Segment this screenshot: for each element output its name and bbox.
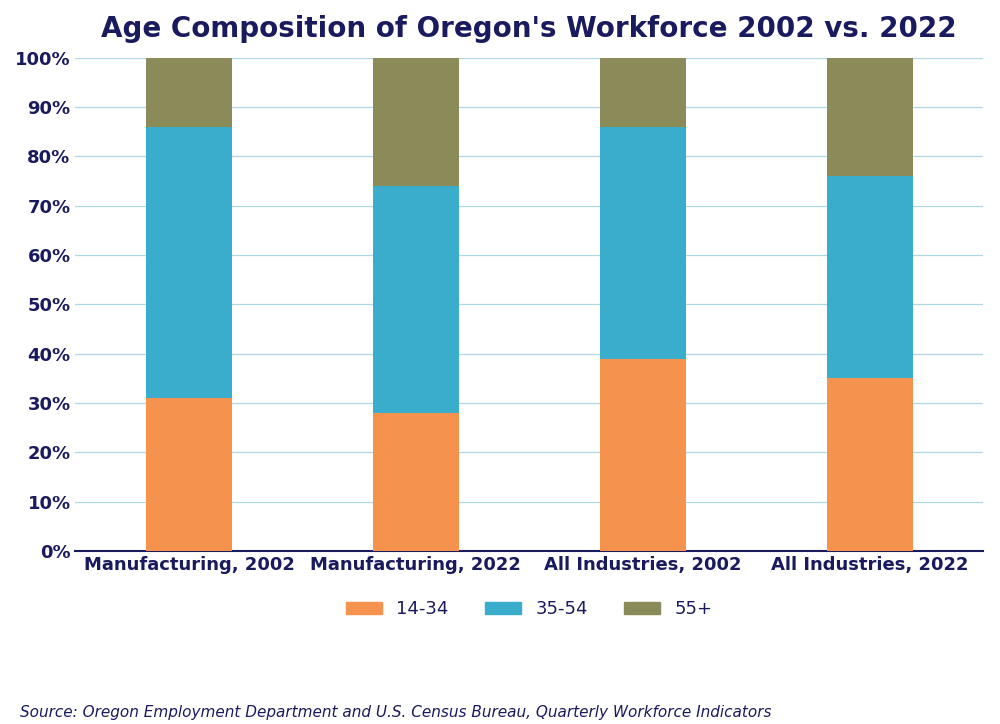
- Bar: [146, 58, 232, 127]
- Text: Source: Oregon Employment Department and U.S. Census Bureau, Quarterly Workforce: Source: Oregon Employment Department and…: [20, 705, 772, 720]
- Bar: [600, 358, 686, 551]
- Bar: [146, 127, 232, 398]
- Bar: [373, 413, 459, 551]
- Title: Age Composition of Oregon's Workforce 2002 vs. 2022: Age Composition of Oregon's Workforce 20…: [101, 15, 957, 43]
- Bar: [827, 379, 913, 551]
- Bar: [373, 58, 459, 186]
- Bar: [600, 127, 686, 358]
- Bar: [827, 58, 913, 176]
- Bar: [373, 186, 459, 413]
- Bar: [600, 58, 686, 127]
- Bar: [146, 398, 232, 551]
- Bar: [827, 176, 913, 379]
- Legend: 14-34, 35-54, 55+: 14-34, 35-54, 55+: [339, 593, 720, 626]
